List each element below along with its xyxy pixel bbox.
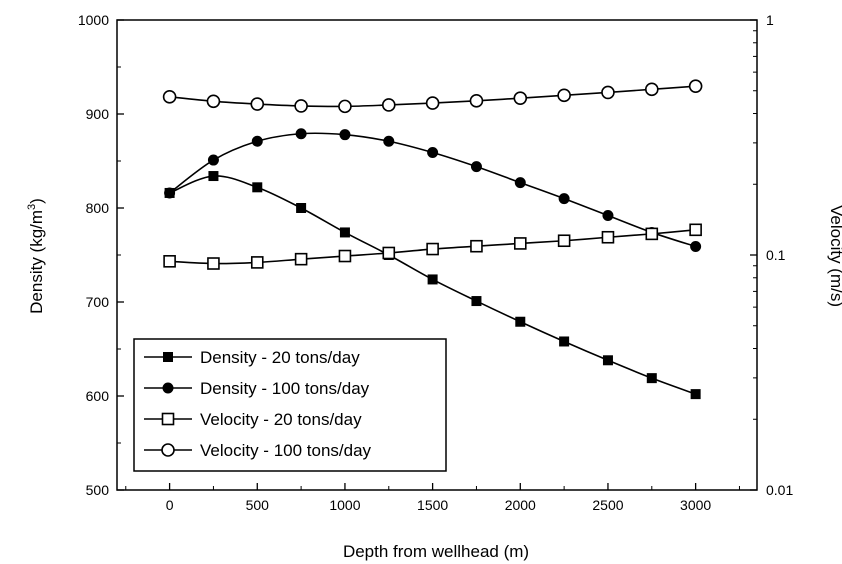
data-point [250,97,265,111]
data-point [425,96,440,110]
y-right-tick-label: 0.1 [766,247,786,263]
data-point [207,154,219,166]
series-2 [164,128,702,253]
data-point [164,187,176,199]
data-point [470,161,482,173]
y-left-tick-label: 1000 [78,12,109,28]
legend-label: Density - 20 tons/day [200,348,360,367]
data-point [295,128,307,140]
legend-box [133,338,447,472]
axes: 0 500 1000 1500 2000 2500 3000 500 600 700 800 900 1… [78,12,794,513]
data-point [602,210,614,222]
data-point [252,182,263,193]
legend-marker [161,412,175,426]
data-point [250,256,264,269]
x-tick-label: 2000 [505,497,536,513]
data-point [601,85,615,100]
y-right-tick-label: 0.01 [766,482,793,498]
data-point [251,135,263,147]
x-tick-label: 500 [246,497,270,513]
legend-item-1: Density - 20 tons/day [144,348,360,367]
x-tick-label: 1500 [417,497,448,513]
data-point [688,79,703,93]
y-axis-left-title-sup: 3 [26,204,38,210]
y-left-tick-label: 500 [86,482,110,498]
legend-label: Velocity - 20 tons/day [200,410,362,429]
legend-marker [162,382,174,394]
data-point [690,241,702,253]
data-point [559,336,570,347]
data-point [558,193,570,205]
y-left-tick-label: 800 [86,200,110,216]
data-point [689,223,702,237]
data-point [294,99,308,113]
legend-label: Velocity - 100 tons/day [200,441,372,460]
data-point [557,234,571,248]
y-axis-left-title-main: Density (kg/m [27,210,46,314]
data-point [690,389,701,400]
legend: Density - 20 tons/day Density - 100 tons/… [133,338,447,472]
data-point [294,252,308,266]
data-point [514,177,526,189]
data-point [513,237,527,250]
series-4 [162,79,703,114]
data-point [383,135,395,147]
data-point [382,246,396,260]
y-axis-left-title: Density (kg/m3) [26,198,46,314]
data-point [208,171,219,182]
data-point [557,88,571,103]
x-axis-title: Depth from wellhead (m) [343,542,529,561]
series-layer [162,79,703,400]
legend-item-2: Density - 100 tons/day [144,379,370,398]
data-point [471,296,482,307]
data-point [207,257,220,270]
data-point [206,94,221,109]
data-point [163,255,176,268]
data-point [515,316,526,327]
legend-label: Density - 100 tons/day [200,379,370,398]
data-point [426,242,439,256]
data-point [644,82,659,97]
data-point [381,98,396,112]
x-tick-label: 1000 [329,497,360,513]
legend-marker [161,443,175,457]
data-point [296,203,307,213]
data-point [470,239,483,253]
legend-item-4: Velocity - 100 tons/day [144,441,372,460]
y-axis-left-title-end: ) [27,198,46,204]
data-point [338,99,352,114]
data-point [339,129,351,141]
y-left-tick-label: 900 [86,106,110,122]
data-point [601,230,615,244]
data-point [427,274,438,285]
x-tick-label: 3000 [680,497,711,513]
data-point [339,227,350,238]
y-axis-right-title: Velocity (m/s) [827,205,842,307]
series-3 [163,223,702,270]
data-point [646,373,657,384]
y-right-tick-label: 1 [766,12,774,28]
data-point [162,90,177,104]
series-1 [164,171,701,400]
legend-marker [163,352,173,362]
x-tick-label: 2500 [592,497,623,513]
data-point [645,227,659,241]
data-point [427,147,439,159]
data-point [338,249,352,263]
x-tick-label: 0 [166,497,174,513]
y-left-tick-label: 700 [86,294,110,310]
data-point [513,91,528,105]
y-left-tick-label: 600 [86,388,110,404]
data-point [469,94,484,108]
legend-item-3: Velocity - 20 tons/day [144,410,362,429]
data-point [602,355,613,366]
